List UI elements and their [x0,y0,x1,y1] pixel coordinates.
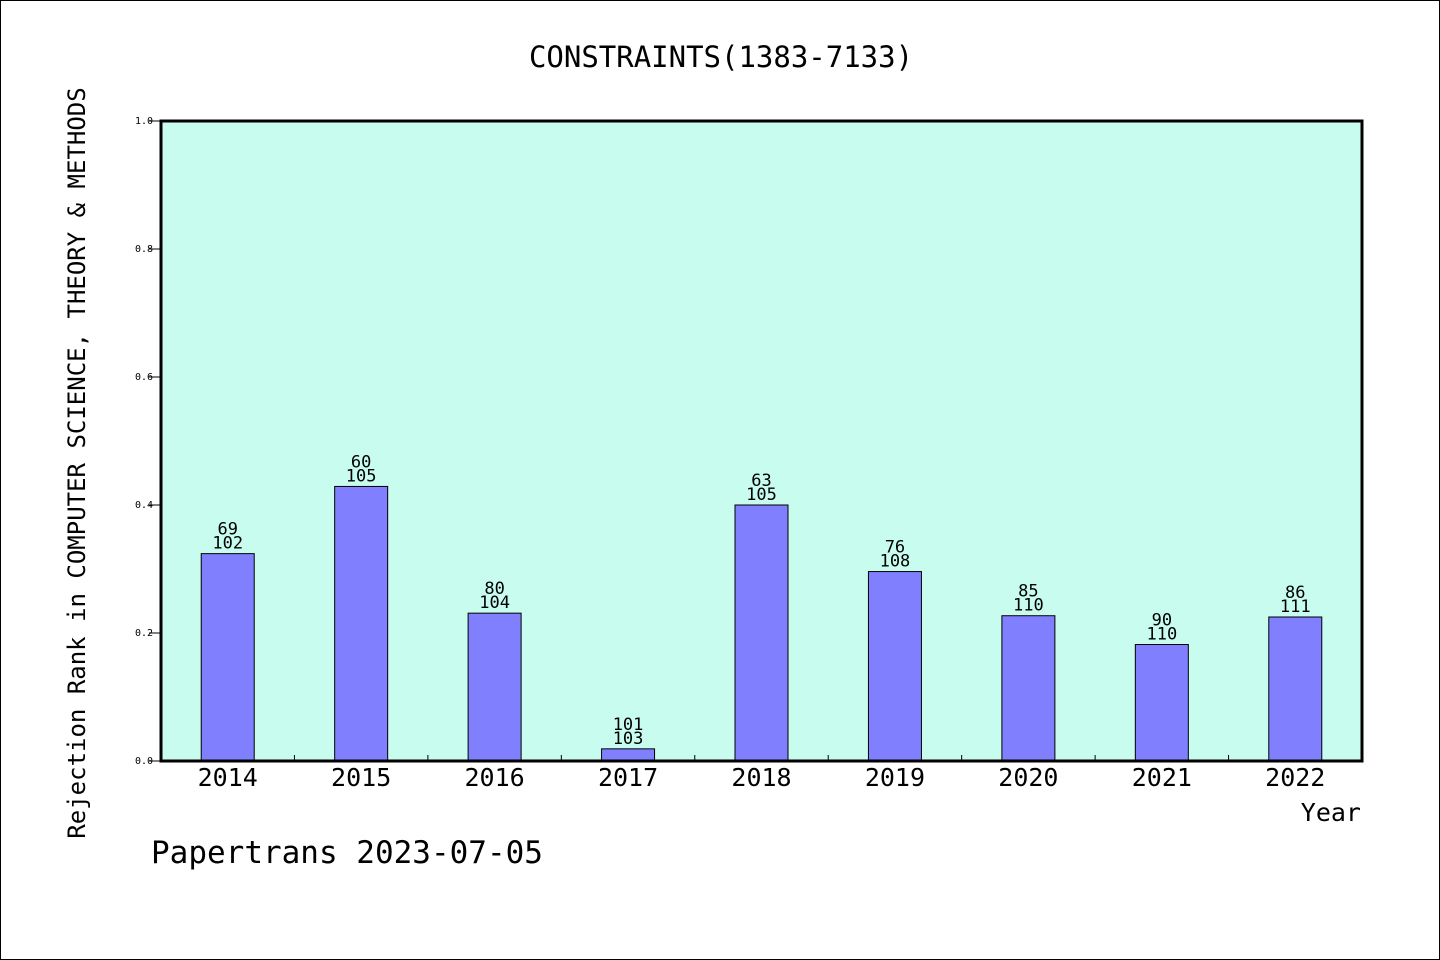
bar-rank-label-2016: 80 [484,579,504,599]
bar-total-label-2015: 105 [346,466,377,486]
x-tick-label-2020: 2020 [998,763,1058,792]
x-axis: 2014 2015 2016 2017 2018 2019 2020 2021 2022 [198,755,1325,792]
bars-group [200,485,1323,762]
x-tick-label-2014: 2014 [198,763,258,792]
bar-2017 [601,748,656,762]
bar-2022 [1268,616,1323,762]
y-axis: 0.0 0.2 0.4 0.6 0.8 1.0 [135,116,161,767]
chart-title: CONSTRAINTS(1383-7133) [529,40,913,74]
x-tick-label-2017: 2017 [598,763,658,792]
bar-2020 [1001,615,1056,762]
bar-2015 [334,485,389,762]
plot-border [159,119,1364,763]
y-tick-label-0.0: 0.0 [135,756,153,767]
bar-rank-label-2018: 63 [751,471,771,491]
bar-rank-label-2020: 85 [1018,582,1038,602]
bar-2021 [1134,644,1189,762]
y-tick-label-0.2: 0.2 [135,628,153,639]
bar-rank-label-2019: 76 [885,538,905,558]
bar-total-label-2017: 103 [613,729,644,749]
x-axis-title: Year [1301,798,1361,827]
bar-total-label-2014: 102 [212,534,243,554]
bar-labels-group: 6910260105801041011036310576108851109011… [212,452,1310,748]
y-tick-label-0.6: 0.6 [135,372,153,383]
bar-2014 [200,553,255,762]
y-tick-label-0.8: 0.8 [135,244,153,255]
bar-total-label-2020: 110 [1013,596,1044,616]
bar-total-label-2022: 111 [1280,597,1311,617]
bar-total-label-2021: 110 [1146,625,1177,645]
bar-rank-label-2014: 69 [217,520,237,540]
bar-2019 [867,571,922,762]
bar-2016 [467,612,522,762]
y-axis-title: Rejection Rank in COMPUTER SCIENCE, THEO… [63,87,91,838]
bar-total-label-2016: 104 [479,593,510,613]
bar-rank-label-2021: 90 [1152,611,1172,631]
x-tick-label-2019: 2019 [865,763,925,792]
x-tick-label-2018: 2018 [731,763,791,792]
x-tick-label-2022: 2022 [1265,763,1325,792]
bar-total-label-2018: 105 [746,485,777,505]
x-tick-label-2016: 2016 [465,763,525,792]
footer-credit: Papertrans 2023-07-05 [151,835,543,871]
bar-2018 [734,504,789,762]
bar-rank-label-2022: 86 [1285,583,1305,603]
bar-rank-label-2017: 101 [613,715,644,735]
bar-rank-label-2015: 60 [351,452,371,472]
x-tick-label-2015: 2015 [331,763,391,792]
y-tick-label-0.4: 0.4 [135,500,153,511]
bar-total-label-2019: 108 [880,552,911,572]
y-tick-label-1.0: 1.0 [135,116,153,127]
x-tick-label-2021: 2021 [1132,763,1192,792]
